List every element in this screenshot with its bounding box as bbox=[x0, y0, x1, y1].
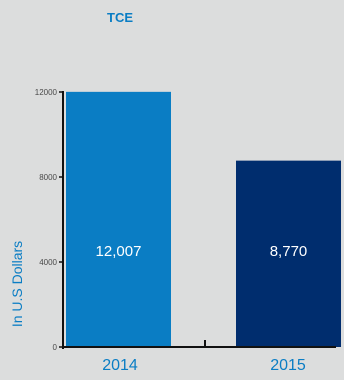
tick-labels-group: 0 4000 8000 12000 2014 2015 bbox=[35, 88, 306, 374]
bars-group bbox=[66, 91, 341, 347]
axes-group bbox=[59, 91, 336, 349]
chart-title: TCE bbox=[107, 10, 133, 25]
y-tick-label-8000: 8000 bbox=[39, 173, 57, 182]
bar-2015 bbox=[236, 160, 341, 347]
data-labels-group: 12,007 8,770 bbox=[96, 243, 308, 260]
y-tick-label-12000: 12000 bbox=[35, 88, 58, 97]
y-tick-label-0: 0 bbox=[53, 343, 58, 352]
y-axis-label: In U.S Dollars bbox=[9, 241, 25, 327]
x-tick-label-2014: 2014 bbox=[102, 357, 138, 374]
data-label-2014: 12,007 bbox=[96, 243, 142, 260]
bar-2014 bbox=[66, 91, 171, 347]
x-tick-label-2015: 2015 bbox=[270, 357, 306, 374]
data-label-2015: 8,770 bbox=[270, 243, 308, 260]
y-tick-label-4000: 4000 bbox=[39, 258, 57, 267]
